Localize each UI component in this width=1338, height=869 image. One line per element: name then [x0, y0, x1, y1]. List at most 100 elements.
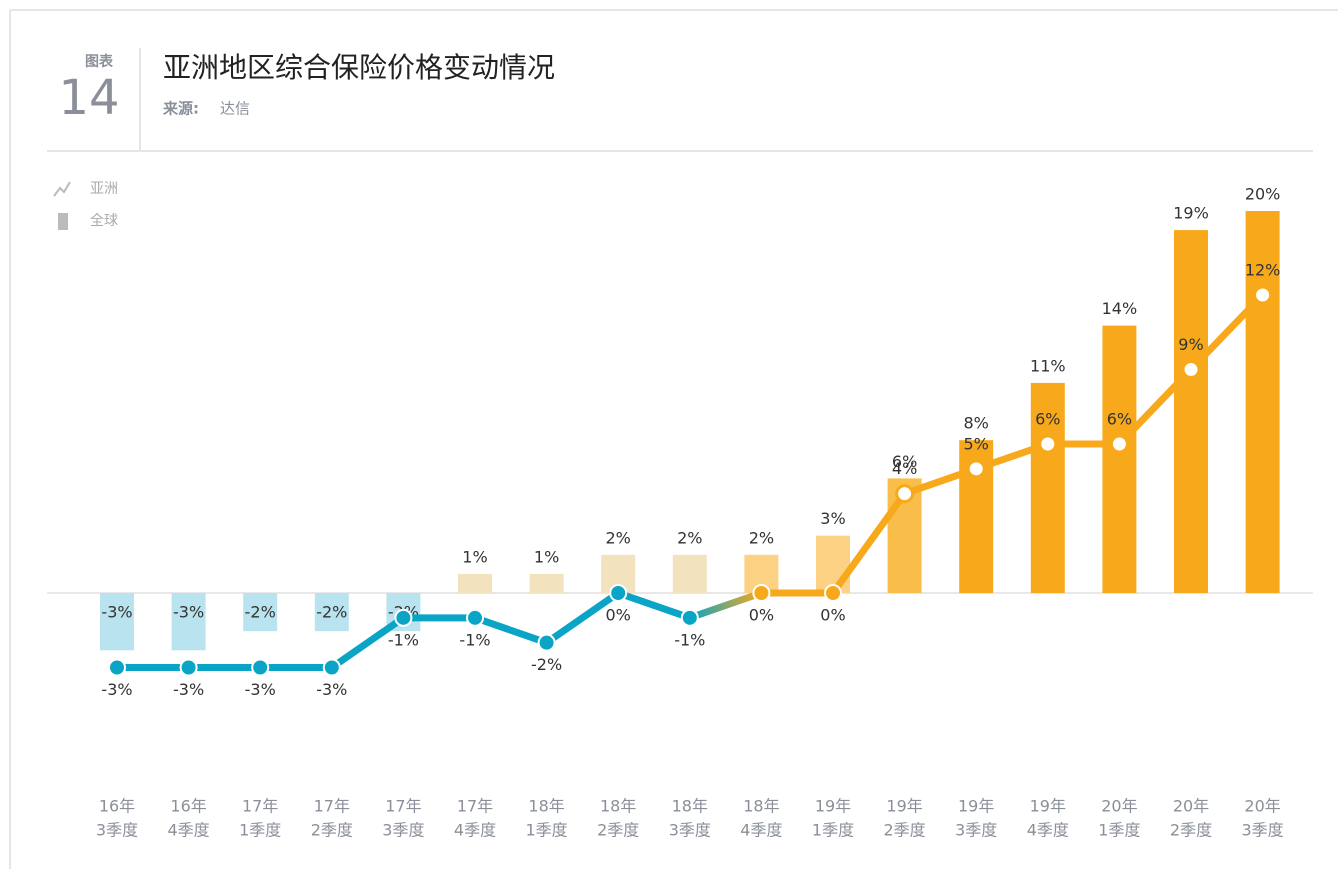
x-tick-label: 17年	[457, 797, 493, 816]
x-tick-label: 3季度	[382, 821, 424, 840]
x-tick-label: 20年	[1101, 797, 1137, 816]
x-tick-label: 18年	[743, 797, 779, 816]
line-marker	[1181, 360, 1201, 379]
bar-value-label: 14%	[1102, 299, 1138, 318]
x-tick-label: 2季度	[1170, 821, 1212, 840]
line-marker	[322, 658, 341, 677]
line-value-label: 6%	[1107, 410, 1132, 429]
x-tick-label: 18年	[600, 797, 636, 816]
bar-value-label: 2%	[606, 528, 631, 547]
line-value-label: -1%	[388, 630, 419, 649]
x-tick-label: 19年	[958, 797, 994, 816]
x-tick-label: 2季度	[597, 821, 639, 840]
x-tick-label: 1季度	[1098, 821, 1140, 840]
bar-value-label: 20%	[1245, 185, 1281, 204]
line-marker	[108, 658, 126, 677]
x-tick-label: 19年	[815, 797, 851, 816]
x-tick-label: 3季度	[1242, 821, 1284, 840]
x-tick-label: 20年	[1173, 797, 1209, 816]
x-tick-label: 3季度	[669, 821, 711, 840]
line-value-label: -2%	[531, 655, 562, 674]
bar-value-label: -2%	[316, 603, 347, 622]
line-segment	[972, 440, 1052, 473]
bar	[243, 593, 278, 632]
line-marker	[609, 584, 628, 602]
line-marker	[824, 584, 842, 602]
x-tick-label: 17年	[385, 797, 421, 816]
x-tick-label: 2季度	[884, 821, 926, 840]
x-tick-label: 18年	[672, 797, 708, 816]
x-tick-label: 4季度	[1027, 821, 1069, 840]
line-marker	[179, 658, 198, 677]
line-value-label: -3%	[173, 680, 204, 699]
bar	[1030, 382, 1065, 593]
bar-value-label: 8%	[964, 414, 989, 433]
x-tick-label: 4季度	[454, 821, 496, 840]
x-tick-label: 18年	[528, 797, 564, 816]
x-tick-label: 3季度	[955, 821, 997, 840]
chart-tag: 图表	[85, 53, 114, 70]
line-value-label: 0%	[820, 606, 845, 625]
line-marker	[752, 584, 771, 602]
source: 达信	[220, 100, 250, 118]
bar	[1102, 325, 1137, 593]
legend-line-icon	[53, 181, 71, 197]
x-tick-label: 20年	[1244, 797, 1280, 816]
bar-value-label: 19%	[1173, 204, 1209, 223]
line-marker	[1109, 434, 1129, 454]
x-tick-label: 2季度	[311, 821, 353, 840]
chart-title: 亚洲地区综合保险价格变动情况	[163, 51, 555, 84]
bar-value-label: 6%	[892, 452, 917, 471]
line-marker	[251, 658, 270, 677]
x-tick-label: 16年	[99, 797, 135, 816]
bar-value-label: 2%	[677, 528, 702, 547]
x-tick-label: 4季度	[740, 821, 782, 840]
line-value-label: -3%	[316, 680, 347, 699]
line-marker	[1253, 285, 1273, 305]
bar	[171, 593, 206, 651]
chart-number: 14	[58, 70, 119, 126]
line-value-label: 4%	[892, 459, 917, 478]
line-marker	[537, 633, 556, 652]
line-value-label: -1%	[674, 630, 705, 649]
bar	[1245, 211, 1280, 593]
line-marker	[966, 459, 986, 479]
x-tick-label: 3季度	[96, 821, 138, 840]
line-segment	[471, 614, 551, 647]
legend-label: 全球	[90, 212, 118, 229]
bar-value-label: 2%	[749, 528, 774, 547]
line-segment	[614, 589, 694, 622]
line-segment	[686, 589, 765, 622]
line-marker	[394, 608, 413, 627]
bar	[100, 593, 134, 651]
bar	[816, 535, 850, 593]
bar	[672, 554, 707, 593]
line-marker	[895, 484, 915, 504]
line-segment	[543, 589, 622, 647]
line-value-label: 9%	[1178, 335, 1203, 354]
line-segment	[901, 465, 980, 498]
bar-value-label: -2%	[245, 603, 276, 622]
x-tick-label: 16年	[170, 797, 206, 816]
line-value-label: 12%	[1245, 261, 1281, 280]
line-value-label: 0%	[749, 606, 774, 625]
line-marker	[680, 608, 699, 627]
legend-bar-icon	[58, 213, 68, 230]
line-value-label: 6%	[1035, 410, 1060, 429]
x-tick-label: 4季度	[168, 821, 210, 840]
line-segment	[1187, 291, 1267, 373]
source-label: 来源:	[162, 100, 199, 118]
x-tick-label: 19年	[886, 797, 922, 816]
legend-label: 亚洲	[90, 181, 118, 197]
line-marker	[1038, 434, 1058, 454]
x-tick-label: 17年	[242, 797, 278, 816]
bar-value-label: 3%	[820, 509, 845, 528]
line-segment	[328, 614, 407, 671]
line-segment	[1115, 366, 1195, 448]
bar-value-label: -3%	[101, 603, 132, 622]
line-value-label: -3%	[245, 680, 276, 699]
bar	[314, 593, 349, 632]
line-value-label: 0%	[606, 606, 631, 625]
x-tick-label: 19年	[1030, 797, 1066, 816]
bar-value-label: 1%	[462, 547, 487, 566]
